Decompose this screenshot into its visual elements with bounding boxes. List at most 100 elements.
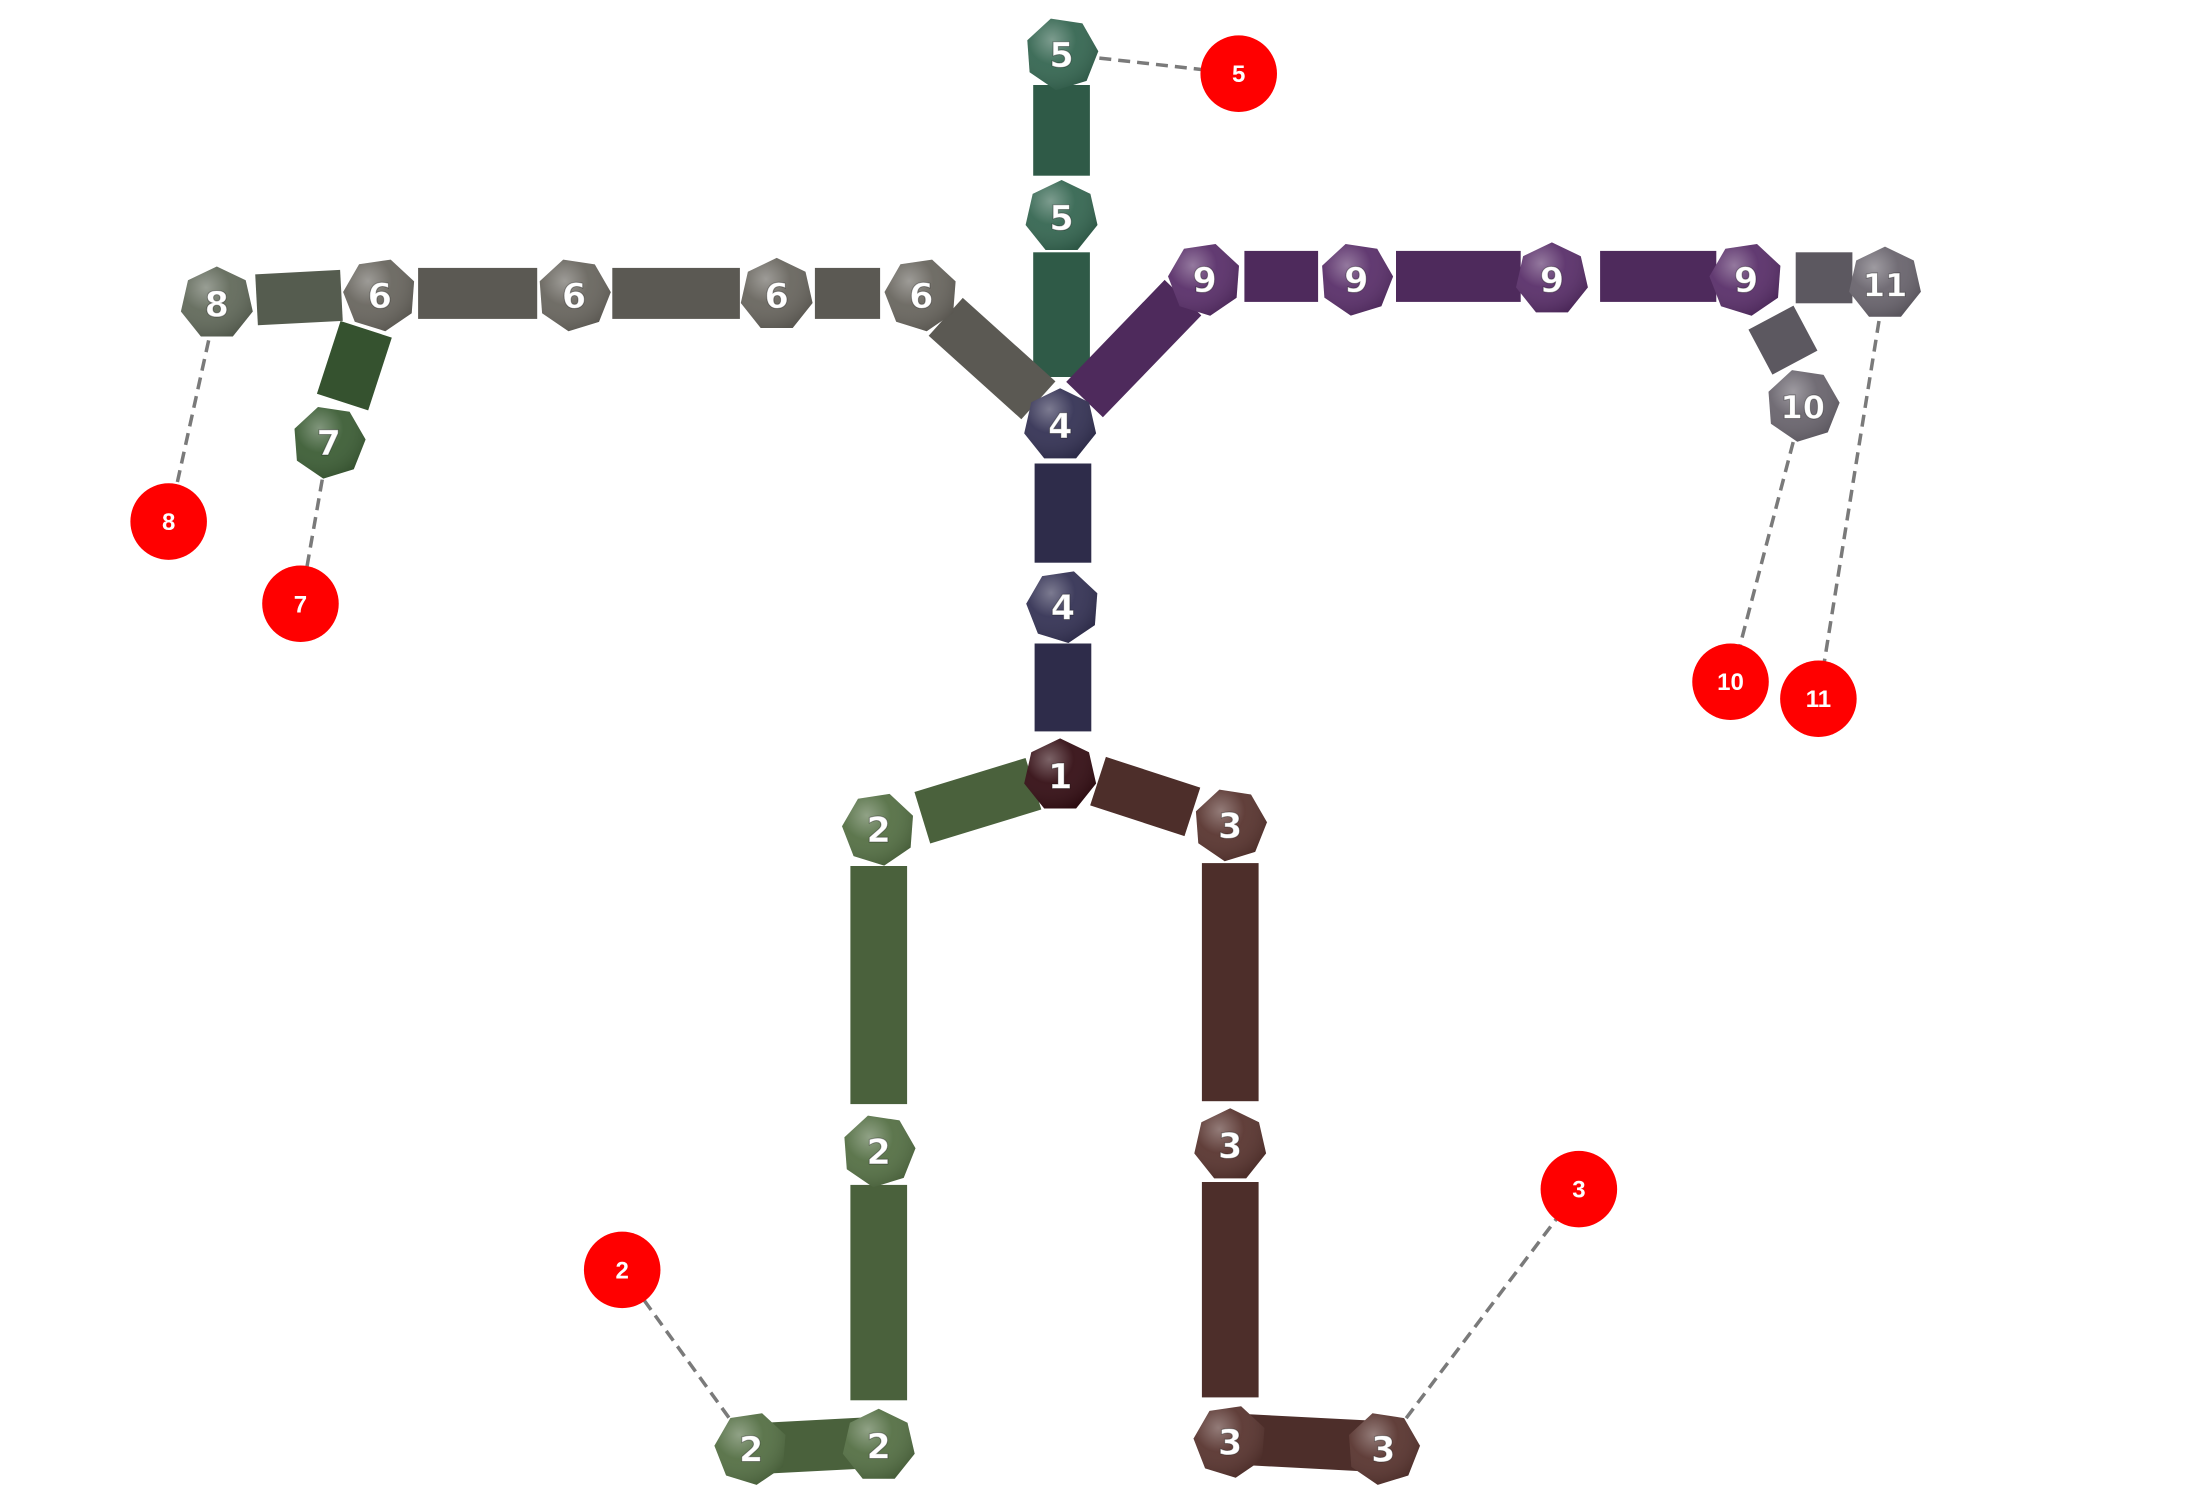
target-circle bbox=[583, 1231, 661, 1309]
joint-highlight bbox=[842, 793, 913, 866]
joint-highlight bbox=[740, 257, 813, 328]
joint-label: 6 bbox=[765, 277, 789, 317]
target-2: 2 bbox=[583, 1231, 661, 1309]
joint-highlight bbox=[714, 1413, 786, 1485]
joint-6b: 6 bbox=[539, 259, 611, 332]
joint-highlight bbox=[1849, 246, 1921, 317]
joint-9c: 9 bbox=[1516, 242, 1588, 313]
joint-highlight bbox=[844, 1115, 916, 1188]
joint-highlight bbox=[180, 266, 253, 337]
joint-2d: 2 bbox=[714, 1413, 786, 1485]
target-circle bbox=[130, 483, 207, 560]
target-label: 3 bbox=[1572, 1177, 1585, 1204]
joint-3c: 3 bbox=[1193, 1406, 1265, 1478]
joint-label: 3 bbox=[1218, 807, 1242, 847]
joint-9b: 9 bbox=[1322, 244, 1394, 316]
bone-spine-upper bbox=[1034, 463, 1092, 563]
joint-highlight bbox=[1168, 244, 1239, 316]
target-label: 11 bbox=[1806, 686, 1831, 713]
bone-arm-left-1 bbox=[418, 267, 538, 319]
leader-3 bbox=[1381, 1188, 1581, 1450]
joint-highlight bbox=[842, 1408, 915, 1479]
joint-2c: 2 bbox=[842, 1408, 915, 1479]
target-10: 10 bbox=[1692, 643, 1769, 720]
joint-label: 7 bbox=[317, 424, 341, 464]
joint-highlight bbox=[1194, 1108, 1267, 1179]
joint-highlight bbox=[1768, 370, 1840, 442]
joint-highlight bbox=[1025, 180, 1098, 250]
joint-label: 5 bbox=[1049, 36, 1073, 76]
bone-shoulder-right bbox=[1066, 279, 1202, 418]
target-label: 8 bbox=[162, 509, 175, 536]
joint-markers: 1 2 2 2 2 3 3 3 3 4 4 5 5 6 6 6 6 7 8 9 9 9 9 10 11 bbox=[180, 18, 1921, 1485]
bone-arm-right-1 bbox=[1244, 250, 1319, 302]
joint-highlight bbox=[343, 259, 415, 332]
joint-highlight bbox=[1195, 789, 1267, 862]
bone-arm-right-3 bbox=[1600, 250, 1717, 302]
joint-label: 3 bbox=[1218, 1127, 1242, 1167]
bone-neck-lower bbox=[1033, 252, 1090, 377]
joint-6d: 6 bbox=[884, 259, 956, 332]
joint-highlight bbox=[1709, 244, 1781, 316]
bone-hand-right-10 bbox=[1748, 305, 1818, 375]
target-11: 11 bbox=[1780, 660, 1857, 737]
joint-label: 9 bbox=[1734, 261, 1758, 301]
joint-10: 10 bbox=[1768, 370, 1840, 442]
joint-label: 11 bbox=[1863, 266, 1908, 304]
bone-spine-lower bbox=[1034, 643, 1092, 732]
leader-10 bbox=[1728, 404, 1805, 683]
joint-highlight bbox=[1024, 738, 1097, 809]
bone-neck-upper bbox=[1033, 85, 1090, 176]
bone-shin-right bbox=[1201, 1182, 1259, 1398]
joint-1: 1 bbox=[1024, 738, 1097, 809]
joint-label: 6 bbox=[562, 277, 586, 317]
bone-foot-left bbox=[757, 1417, 873, 1475]
joint-9a: 9 bbox=[1168, 244, 1239, 316]
joint-label: 2 bbox=[867, 1133, 891, 1173]
joint-label: 3 bbox=[1218, 1423, 1242, 1463]
joint-2a: 2 bbox=[842, 793, 913, 866]
target-label: 7 bbox=[294, 591, 307, 618]
joint-label: 5 bbox=[1049, 199, 1073, 239]
bone-hip-left bbox=[914, 757, 1042, 844]
bone-segments bbox=[255, 85, 1853, 1475]
target-7: 7 bbox=[262, 565, 339, 643]
target-circle bbox=[1780, 660, 1857, 737]
joint-label: 4 bbox=[1051, 589, 1075, 629]
joint-5a: 5 bbox=[1027, 18, 1099, 91]
joint-highlight bbox=[1193, 1406, 1265, 1478]
joint-highlight bbox=[884, 259, 956, 332]
joint-highlight bbox=[1026, 571, 1098, 643]
joint-label: 2 bbox=[739, 1430, 763, 1470]
target-label: 5 bbox=[1232, 61, 1245, 88]
target-label: 2 bbox=[616, 1257, 629, 1284]
joint-highlight bbox=[1349, 1413, 1420, 1485]
joint-2b: 2 bbox=[844, 1115, 916, 1188]
bone-shin-left bbox=[850, 1184, 908, 1401]
joint-highlight bbox=[1024, 388, 1097, 459]
joint-6a: 6 bbox=[343, 259, 415, 332]
bone-arm-left-2 bbox=[612, 267, 740, 319]
joint-3b: 3 bbox=[1194, 1108, 1267, 1179]
joint-label: 3 bbox=[1371, 1430, 1395, 1470]
joint-7: 7 bbox=[294, 407, 366, 479]
target-8: 8 bbox=[130, 483, 207, 560]
joint-highlight bbox=[1027, 18, 1099, 91]
target-circle bbox=[1692, 643, 1769, 720]
target-circle bbox=[1540, 1150, 1618, 1228]
joint-5b: 5 bbox=[1025, 180, 1098, 250]
bone-thigh-left bbox=[850, 866, 908, 1105]
joint-4a: 4 bbox=[1024, 388, 1097, 459]
joint-label: 9 bbox=[1344, 261, 1368, 301]
joint-label: 2 bbox=[867, 811, 891, 851]
joint-label: 9 bbox=[1193, 261, 1217, 301]
joint-8: 8 bbox=[180, 266, 253, 337]
joint-label: 6 bbox=[909, 277, 933, 317]
joint-highlight bbox=[1322, 244, 1394, 316]
joint-3a: 3 bbox=[1195, 789, 1267, 862]
joint-label: 10 bbox=[1781, 388, 1826, 426]
target-markers: 2 3 5 7 8 10 11 bbox=[130, 35, 1857, 1309]
bone-thigh-right bbox=[1201, 863, 1259, 1102]
joint-label: 1 bbox=[1048, 757, 1072, 797]
